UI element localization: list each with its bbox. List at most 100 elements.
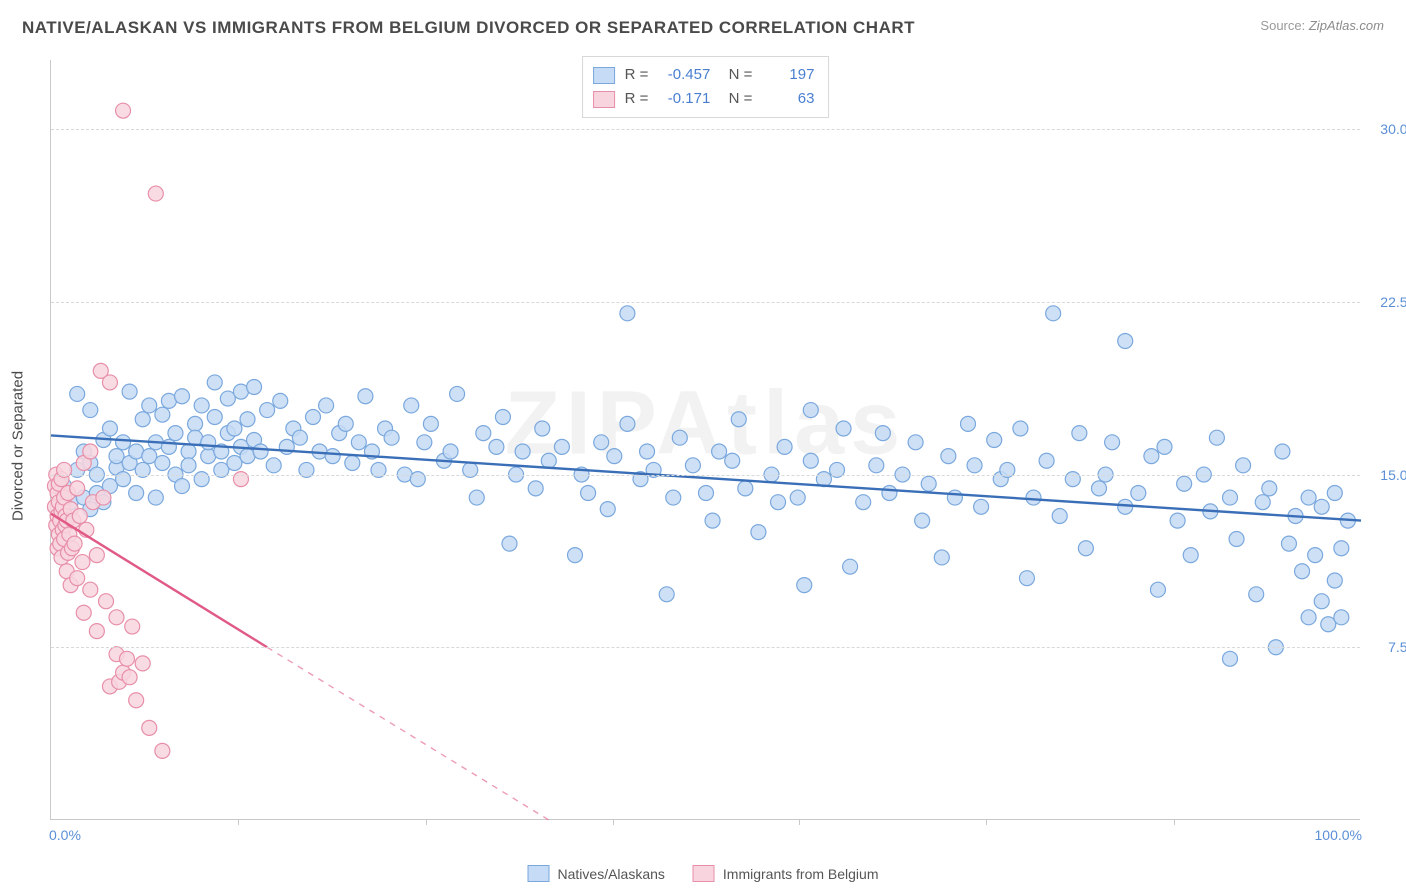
- data-point: [384, 430, 399, 445]
- data-point: [417, 435, 432, 450]
- data-point: [181, 458, 196, 473]
- y-tick-label: 30.0%: [1365, 121, 1406, 137]
- data-point: [175, 479, 190, 494]
- data-point: [751, 525, 766, 540]
- r-label-1: R =: [625, 87, 649, 111]
- data-point: [89, 624, 104, 639]
- data-point: [1262, 481, 1277, 496]
- data-point: [856, 495, 871, 510]
- data-point: [181, 444, 196, 459]
- r-label-0: R =: [625, 63, 649, 87]
- n-label-1: N =: [720, 87, 752, 111]
- data-point: [325, 449, 340, 464]
- data-point: [1078, 541, 1093, 556]
- data-point: [1295, 564, 1310, 579]
- n-value-1: 63: [762, 87, 814, 111]
- data-point: [777, 439, 792, 454]
- data-point: [292, 430, 307, 445]
- x-axis-max-label: 100.0%: [1315, 827, 1362, 843]
- data-point: [640, 444, 655, 459]
- data-point: [915, 513, 930, 528]
- source-name: ZipAtlas.com: [1309, 18, 1384, 33]
- chart-title: NATIVE/ALASKAN VS IMMIGRANTS FROM BELGIU…: [22, 18, 915, 38]
- data-point: [869, 458, 884, 473]
- legend-swatch-0: [593, 67, 615, 84]
- data-point: [72, 509, 87, 524]
- data-point: [1072, 426, 1087, 441]
- data-point: [541, 453, 556, 468]
- data-point: [129, 693, 144, 708]
- data-point: [803, 453, 818, 468]
- data-point: [83, 582, 98, 597]
- data-point: [96, 490, 111, 505]
- data-point: [116, 103, 131, 118]
- data-point: [535, 421, 550, 436]
- data-point: [273, 393, 288, 408]
- x-tick: [613, 819, 614, 825]
- data-point: [155, 456, 170, 471]
- data-point: [515, 444, 530, 459]
- data-point: [1327, 573, 1342, 588]
- data-point: [168, 426, 183, 441]
- data-point: [155, 407, 170, 422]
- data-point: [1209, 430, 1224, 445]
- data-point: [99, 594, 114, 609]
- data-point: [843, 559, 858, 574]
- legend-item-1: Immigrants from Belgium: [693, 865, 879, 882]
- data-point: [666, 490, 681, 505]
- data-point: [1144, 449, 1159, 464]
- correlation-row-1: R = -0.171 N = 63: [593, 87, 815, 111]
- data-point: [967, 458, 982, 473]
- data-point: [351, 435, 366, 450]
- data-point: [1223, 651, 1238, 666]
- legend-item-swatch-1: [693, 865, 715, 882]
- legend-swatch-1: [593, 91, 615, 108]
- data-point: [790, 490, 805, 505]
- data-point: [227, 421, 242, 436]
- data-point: [974, 499, 989, 514]
- data-point: [1236, 458, 1251, 473]
- data-point: [1052, 509, 1067, 524]
- data-point: [528, 481, 543, 496]
- r-value-1: -0.171: [658, 87, 710, 111]
- data-point: [607, 449, 622, 464]
- data-point: [207, 375, 222, 390]
- data-point: [712, 444, 727, 459]
- data-point: [1281, 536, 1296, 551]
- data-point: [600, 502, 615, 517]
- data-point: [1105, 435, 1120, 450]
- data-point: [70, 481, 85, 496]
- data-point: [882, 485, 897, 500]
- data-point: [75, 555, 90, 570]
- data-point: [620, 306, 635, 321]
- data-point: [102, 375, 117, 390]
- x-tick: [238, 819, 239, 825]
- x-tick: [1174, 819, 1175, 825]
- data-point: [83, 444, 98, 459]
- data-point: [122, 670, 137, 685]
- data-point: [1150, 582, 1165, 597]
- data-point: [620, 416, 635, 431]
- data-point: [725, 453, 740, 468]
- data-point: [450, 386, 465, 401]
- data-point: [148, 186, 163, 201]
- data-point: [1183, 548, 1198, 563]
- data-point: [908, 435, 923, 450]
- source-label: Source:: [1260, 18, 1305, 33]
- data-point: [345, 456, 360, 471]
- x-tick: [986, 819, 987, 825]
- data-point: [89, 548, 104, 563]
- data-point: [672, 430, 687, 445]
- data-point: [142, 398, 157, 413]
- n-label-0: N =: [720, 63, 752, 87]
- y-tick-label: 7.5%: [1365, 639, 1406, 655]
- data-point: [947, 490, 962, 505]
- data-point: [659, 587, 674, 602]
- data-point: [1327, 485, 1342, 500]
- legend-item-swatch-0: [528, 865, 550, 882]
- data-point: [1308, 548, 1323, 563]
- data-point: [705, 513, 720, 528]
- y-axis-title: Divorced or Separated: [10, 371, 27, 521]
- data-point: [1131, 485, 1146, 500]
- data-point: [338, 416, 353, 431]
